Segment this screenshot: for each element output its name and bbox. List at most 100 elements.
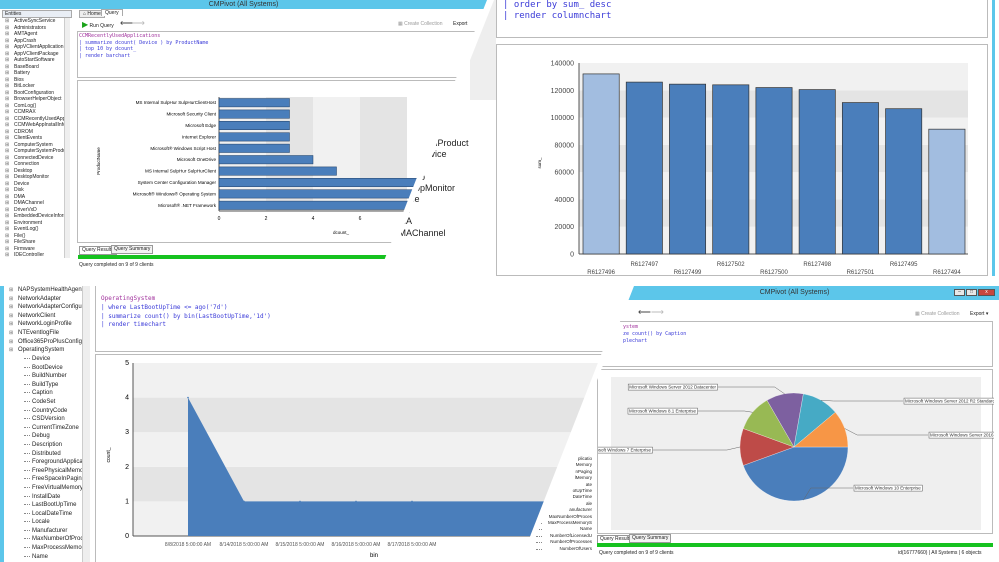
entity-item[interactable]: DMA (4, 194, 64, 201)
property-item[interactable]: LocalDateTime (8, 510, 84, 519)
query-text[interactable]: OperatingSystem | where LastBootUpTime <=… (101, 295, 271, 330)
property-item[interactable]: NumberOfProcesses (526, 539, 592, 545)
property-item[interactable]: Debug (8, 432, 84, 441)
property-item[interactable]: MaxProcessMemoryS (8, 544, 84, 553)
export-dropdown[interactable]: Export ▾ (970, 311, 989, 317)
property-item[interactable]: FreeVirtualMemory (8, 484, 84, 493)
property-item[interactable]: BuildType (8, 381, 84, 390)
property-item[interactable]: Name (526, 526, 592, 532)
entity-item[interactable]: AppVClientApplication (4, 44, 64, 51)
entity-item[interactable]: Battery (4, 70, 64, 77)
close-button[interactable]: x (978, 289, 995, 296)
property-item[interactable]: NumberOfLicensedU (526, 533, 592, 539)
forward-icon[interactable]: ⟶ (132, 18, 145, 28)
entity-item[interactable]: BitLocker (4, 83, 64, 90)
query-text[interactable]: ystem ze count() by Caption plechart (623, 324, 686, 345)
property-item[interactable]: Caption (8, 389, 84, 398)
entity-item[interactable]: DMAChannel (4, 200, 64, 207)
property-item[interactable]: BootDevice (8, 364, 84, 373)
entity-item[interactable]: CCMRAX (4, 109, 64, 116)
property-item[interactable]: CurrentTimeZone (8, 424, 84, 433)
property-item[interactable]: Locale (8, 518, 84, 527)
entity-item[interactable]: AppVClientPackage (4, 51, 64, 58)
entity-item[interactable]: EmbeddedDeviceInforma (4, 213, 64, 220)
back-icon[interactable]: ⟵ (120, 18, 133, 28)
property-item[interactable]: Description (8, 441, 84, 450)
entity-item[interactable]: CCMRecentlyUsedApplic (4, 116, 64, 123)
query-text[interactable]: CCMRecentlyUsedApplications | summarize d… (79, 33, 208, 60)
run-query-button[interactable]: ▶ Run Query (82, 20, 114, 29)
entity-item[interactable]: BrowserHelperObject (4, 96, 64, 103)
property-item[interactable]: CountryCode (8, 407, 84, 416)
entity-item[interactable]: DesktopMonitor (4, 174, 64, 181)
operatingsystem-properties-fragment[interactable]: plicatio Memory nPaging lMemory ate otUpTime D… (526, 456, 592, 562)
entity-item[interactable]: ClientEvents (4, 135, 64, 142)
property-item[interactable]: CodeSet (8, 398, 84, 407)
entity-item[interactable]: DMAChannel (384, 228, 494, 239)
property-item[interactable]: FreeSpaceInPagingF (8, 475, 84, 484)
entities-scrollbar[interactable] (82, 286, 90, 562)
entity-item[interactable]: Environment (4, 220, 64, 227)
property-item[interactable]: MaxNumberOfProces (8, 535, 84, 544)
property-item[interactable]: CSDVersion (8, 415, 84, 424)
entity-item[interactable]: BootConfiguration (4, 90, 64, 97)
entity-item[interactable]: Firmware (4, 246, 64, 253)
entity-item[interactable]: Administrators (4, 25, 64, 32)
entity-item[interactable]: FileShare (4, 239, 64, 246)
property-item[interactable]: NumberOfUsers (526, 546, 592, 552)
entity-item[interactable]: ConnectedDevice (4, 155, 64, 162)
minimize-button[interactable]: – (954, 289, 965, 296)
entity-item[interactable]: NAPSystemHealthAgent (8, 286, 84, 295)
entity-item[interactable]: EventLog() (4, 226, 64, 233)
back-icon[interactable]: ⟵ (638, 307, 651, 317)
entity-item[interactable]: NTEventlogFile (8, 329, 84, 338)
create-collection-button[interactable]: ▦ Create Collection (915, 311, 960, 317)
property-item[interactable]: ForegroundApplicatio (8, 458, 84, 467)
entity-item[interactable]: OperatingSystem (8, 346, 84, 355)
entity-item[interactable]: Device (4, 181, 64, 188)
property-item[interactable]: LastBootUpTime (8, 501, 84, 510)
entity-item[interactable]: AMTAgent (4, 31, 64, 38)
tab-query-summary[interactable]: Query Summary (629, 534, 672, 543)
export-button[interactable]: Export (453, 21, 468, 27)
create-collection-button[interactable]: ▦ Create Collection (398, 21, 443, 27)
entity-item[interactable]: NetworkLoginProfile (8, 320, 84, 329)
property-item[interactable]: Manufacturer (8, 527, 84, 536)
property-item[interactable]: FreePhysicalMemory (8, 467, 84, 476)
entity-item[interactable]: Bios (4, 77, 64, 84)
property-item[interactable]: Device (8, 355, 84, 364)
entity-item[interactable]: Disk (4, 187, 64, 194)
tab-query[interactable]: Query (101, 9, 123, 16)
entities-tree[interactable]: ActiveSyncServiceAdministratorsAMTAgentA… (4, 18, 64, 258)
query-editor[interactable]: | order by sum_ desc | render columnchart (496, 0, 988, 38)
entity-item[interactable]: ActiveSyncService (4, 18, 64, 25)
entity-item[interactable]: ComputerSystemProduct (4, 148, 64, 155)
entities-scrollbar[interactable] (64, 18, 70, 258)
entity-item[interactable]: BaseBoard (4, 64, 64, 71)
property-item[interactable]: Name (8, 553, 84, 562)
forward-icon[interactable]: ⟶ (651, 307, 664, 317)
query-editor[interactable]: ystem ze count() by Caption plechart (597, 321, 993, 367)
entity-item[interactable]: File() (4, 233, 64, 240)
entity-item[interactable]: ComLog() (4, 103, 64, 110)
entity-item[interactable]: CDROM (4, 129, 64, 136)
query-editor[interactable]: CCMRecentlyUsedApplications | summarize d… (77, 31, 477, 78)
entity-item[interactable]: NetworkAdapter (8, 295, 84, 304)
query-editor[interactable]: OperatingSystem | where LastBootUpTime <=… (95, 286, 628, 352)
entity-item[interactable]: IDEController (4, 252, 64, 258)
query-text[interactable]: | order by sum_ desc | render columnchart (503, 0, 611, 22)
entity-item[interactable]: NetworkAdapterConfigur (8, 303, 84, 312)
property-item[interactable]: BuildNumber (8, 372, 84, 381)
entity-item[interactable]: Desktop (4, 168, 64, 175)
tab-query-summary[interactable]: Query Summary (111, 245, 154, 254)
property-item[interactable]: InstallDate (8, 493, 84, 502)
entity-item[interactable]: DriverVxD (4, 207, 64, 214)
entity-item[interactable]: CCMWebAppInstallInfo (4, 122, 64, 129)
entity-item[interactable]: Connection (4, 161, 64, 168)
entity-item[interactable]: Office365ProPlusConfigu (8, 338, 84, 347)
property-item[interactable]: Distributed (8, 450, 84, 459)
maximize-button[interactable]: □ (966, 289, 977, 296)
entity-item[interactable]: ComputerSystem (4, 142, 64, 149)
entity-item[interactable]: AppCrash (4, 38, 64, 45)
entity-item[interactable]: NetworkClient (8, 312, 84, 321)
